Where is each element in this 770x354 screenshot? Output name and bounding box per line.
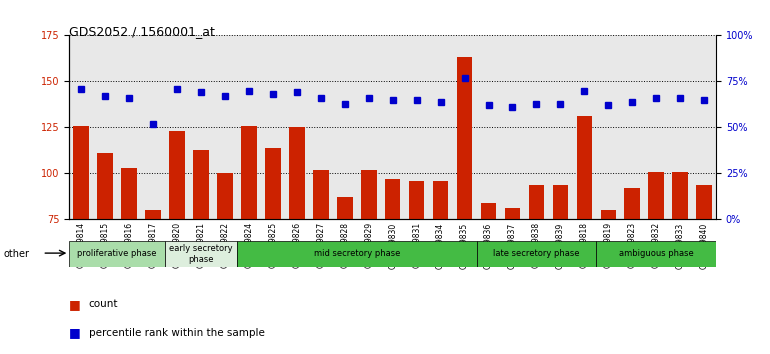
- Bar: [433, 181, 448, 354]
- Bar: [553, 184, 568, 354]
- Bar: [337, 198, 353, 354]
- Bar: [696, 184, 712, 354]
- Text: proliferative phase: proliferative phase: [78, 250, 157, 258]
- Bar: [165, 241, 237, 267]
- Text: ■: ■: [69, 298, 81, 311]
- Text: other: other: [4, 249, 30, 259]
- Text: ambiguous phase: ambiguous phase: [619, 250, 694, 258]
- Text: count: count: [89, 299, 118, 309]
- Bar: [73, 126, 89, 354]
- Bar: [169, 131, 185, 354]
- Text: GDS2052 / 1560001_at: GDS2052 / 1560001_at: [69, 25, 215, 38]
- Bar: [69, 241, 165, 267]
- Text: early secretory
phase: early secretory phase: [169, 244, 233, 264]
- Bar: [529, 184, 544, 354]
- Text: late secretory phase: late secretory phase: [493, 250, 580, 258]
- Bar: [504, 209, 521, 354]
- Text: percentile rank within the sample: percentile rank within the sample: [89, 328, 264, 338]
- Bar: [648, 172, 664, 354]
- Bar: [313, 170, 329, 354]
- Text: ■: ■: [69, 326, 81, 339]
- Bar: [98, 153, 113, 354]
- Bar: [477, 241, 596, 267]
- Bar: [241, 126, 256, 354]
- Text: mid secretory phase: mid secretory phase: [313, 250, 400, 258]
- Bar: [672, 172, 688, 354]
- Bar: [146, 210, 161, 354]
- Bar: [265, 148, 281, 354]
- Bar: [601, 210, 616, 354]
- Bar: [289, 127, 305, 354]
- Bar: [361, 170, 377, 354]
- Bar: [480, 203, 497, 354]
- Bar: [122, 168, 137, 354]
- Bar: [577, 116, 592, 354]
- Bar: [596, 241, 716, 267]
- Bar: [409, 181, 424, 354]
- Bar: [385, 179, 400, 354]
- Bar: [193, 149, 209, 354]
- Bar: [217, 173, 233, 354]
- Bar: [237, 241, 477, 267]
- Bar: [624, 188, 640, 354]
- Bar: [457, 57, 472, 354]
